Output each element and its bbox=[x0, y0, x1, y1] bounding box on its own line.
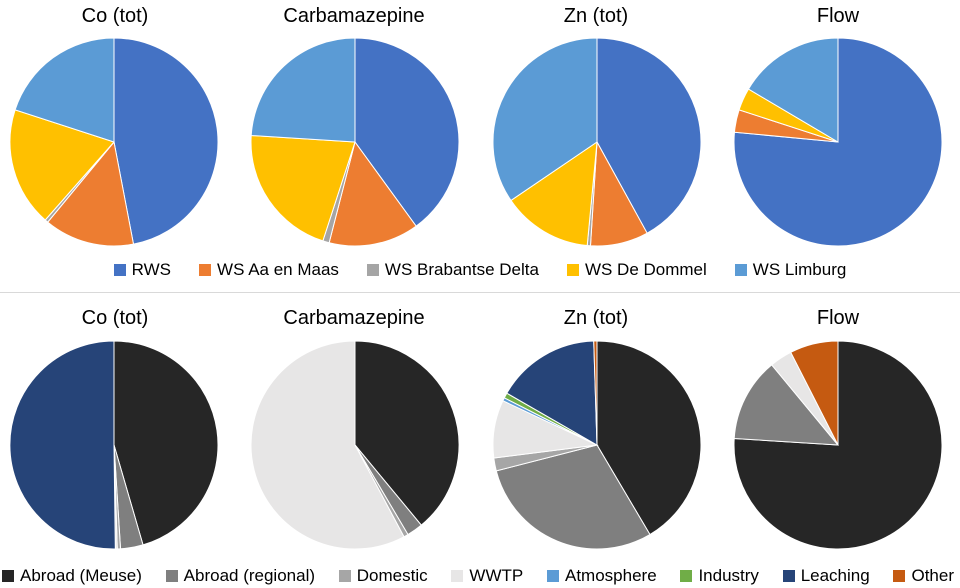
legend-top-item: WS Limburg bbox=[734, 260, 847, 280]
pie-slice bbox=[354, 37, 460, 227]
pie-2 bbox=[492, 37, 702, 247]
pie-slice bbox=[593, 340, 598, 446]
legend-water-authority: RWS WS Aa en Maas WS Brabantse Delta WS De … bbox=[0, 260, 960, 280]
legend-bottom-label: Domestic bbox=[356, 566, 428, 585]
legend-bottom-item: Domestic bbox=[338, 566, 428, 586]
pie-slice bbox=[47, 140, 135, 247]
legend-bottom-item: Leaching bbox=[782, 566, 870, 586]
pie-3 bbox=[733, 37, 943, 247]
pie-slice bbox=[492, 37, 598, 202]
chart-title-top-zn: Zn (tot) bbox=[563, 5, 629, 27]
pie-1 bbox=[250, 37, 460, 247]
legend-bottom-swatch bbox=[680, 570, 693, 582]
legend-bottom-swatch bbox=[547, 570, 559, 582]
legend-bottom-label: Abroad (Meuse) bbox=[20, 566, 142, 585]
pie-slice bbox=[9, 109, 115, 221]
pie-slice bbox=[113, 37, 219, 245]
legend-top-swatch bbox=[734, 264, 747, 276]
pie-slice bbox=[506, 340, 598, 446]
legend-top-item: WS De Dommel bbox=[566, 260, 707, 280]
legend-top-item: WS Brabantse Delta bbox=[366, 260, 539, 280]
pie-slice bbox=[495, 444, 651, 550]
legend-top-label: WS Limburg bbox=[752, 260, 847, 279]
pie-slice bbox=[250, 37, 356, 143]
pie-slice bbox=[250, 340, 405, 550]
chart-title-bottom-flow: Flow bbox=[816, 307, 860, 329]
legend-bottom-swatch bbox=[451, 570, 464, 582]
section-divider bbox=[0, 292, 960, 293]
legend-top-item: RWS bbox=[113, 260, 172, 280]
pie-slice bbox=[250, 134, 356, 242]
pie-7 bbox=[733, 340, 943, 550]
legend-bottom-swatch bbox=[165, 570, 178, 582]
legend-top-swatch bbox=[366, 264, 379, 276]
legend-bottom-label: WWTP bbox=[469, 566, 524, 585]
pie-slice bbox=[596, 37, 702, 234]
legend-top-label: RWS bbox=[131, 260, 172, 279]
pie-slice bbox=[733, 340, 943, 550]
chart-title-bottom-zn: Zn (tot) bbox=[563, 307, 629, 329]
chart-title-bottom-carbamazepine: Carbamazepine bbox=[283, 307, 425, 329]
pie-slice bbox=[14, 37, 115, 143]
legend-bottom-swatch bbox=[2, 570, 14, 582]
pie-slice bbox=[9, 340, 116, 550]
legend-bottom-swatch bbox=[782, 570, 795, 582]
pie-slice bbox=[747, 37, 839, 143]
legend-top-swatch bbox=[113, 264, 126, 276]
legend-top-swatch bbox=[199, 264, 212, 276]
pie-slice bbox=[596, 340, 702, 536]
legend-top-label: WS Brabantse Delta bbox=[384, 260, 539, 279]
chart-title-top-co: Co (tot) bbox=[81, 5, 149, 27]
pie-slice bbox=[733, 37, 943, 247]
legend-bottom-item: Abroad (regional) bbox=[165, 566, 316, 586]
pie-slice bbox=[790, 340, 839, 446]
pie-5 bbox=[250, 340, 460, 550]
legend-bottom-label: Other bbox=[911, 566, 954, 585]
legend-top-swatch bbox=[566, 264, 579, 276]
pie-slice bbox=[510, 140, 598, 247]
pie-6 bbox=[492, 340, 702, 550]
chart-title-bottom-co: Co (tot) bbox=[81, 307, 149, 329]
pie-slice bbox=[733, 364, 840, 446]
legend-bottom-swatch bbox=[338, 570, 351, 582]
legend-bottom-label: Industry bbox=[698, 566, 759, 585]
legend-bottom-label: Abroad (regional) bbox=[183, 566, 316, 585]
legend-bottom-item: WWTP bbox=[451, 566, 523, 586]
legend-top-item: WS Aa en Maas bbox=[199, 260, 339, 280]
legend-bottom-item: Abroad (Meuse) bbox=[2, 566, 142, 586]
legend-bottom-label: Atmosphere bbox=[565, 566, 657, 585]
legend-bottom-item: Atmosphere bbox=[547, 566, 657, 586]
legend-bottom-label: Leaching bbox=[800, 566, 870, 585]
legend-top-label: WS Aa en Maas bbox=[217, 260, 339, 279]
pie-slice bbox=[113, 340, 219, 546]
pie-4 bbox=[9, 340, 219, 550]
chart-title-top-carbamazepine: Carbamazepine bbox=[283, 5, 425, 27]
legend-source: Abroad (Meuse) Abroad (regional) Domestic W… bbox=[0, 566, 960, 586]
chart-title-top-flow: Flow bbox=[816, 5, 860, 27]
pie-slice bbox=[328, 140, 417, 247]
legend-top-label: WS De Dommel bbox=[584, 260, 707, 279]
legend-bottom-item: Other bbox=[893, 566, 954, 586]
pie-0 bbox=[9, 37, 219, 247]
pie-slice bbox=[354, 340, 460, 526]
legend-bottom-swatch bbox=[893, 570, 906, 582]
legend-bottom-item: Industry bbox=[680, 566, 759, 586]
